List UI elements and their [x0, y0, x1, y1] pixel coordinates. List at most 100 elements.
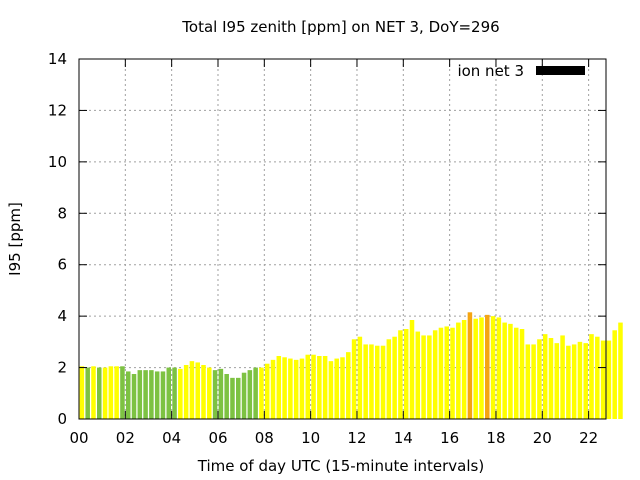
bar [461, 320, 467, 419]
bar [293, 359, 299, 419]
bar [450, 327, 455, 419]
plot-frame [78, 58, 607, 420]
bar [288, 358, 293, 419]
bar [502, 322, 507, 419]
bar [230, 377, 235, 419]
bar [160, 371, 166, 419]
legend: ion net 3 [457, 62, 585, 80]
bar [380, 345, 386, 419]
y-tick-label: 8 [57, 204, 67, 222]
bar [589, 334, 594, 419]
x-tick-label: 10 [301, 429, 320, 447]
bar [485, 314, 490, 419]
y-axis-label: I95 [ppm] [6, 202, 24, 276]
bar [542, 334, 548, 419]
x-tick-label: 14 [394, 429, 413, 447]
legend-swatch [536, 66, 585, 75]
bar [606, 340, 612, 419]
x-tick-label: 20 [533, 429, 552, 447]
bar [595, 336, 600, 419]
bar [97, 367, 102, 419]
bar [108, 366, 114, 419]
bar [102, 367, 108, 419]
bar [432, 330, 438, 419]
bar [351, 339, 357, 419]
bar [427, 335, 432, 419]
bar [120, 366, 125, 419]
bar [218, 368, 224, 419]
bar [149, 370, 154, 419]
bar [531, 344, 536, 419]
bar [513, 327, 519, 419]
bar [259, 367, 264, 419]
bar [357, 336, 363, 419]
bar [467, 312, 473, 419]
bar [183, 365, 189, 419]
y-tick-label: 6 [57, 256, 67, 274]
bar [201, 365, 206, 419]
bar [172, 367, 177, 419]
y-tick-label: 12 [48, 101, 67, 119]
bar [264, 363, 270, 419]
bar [79, 366, 85, 419]
y-tick-label: 14 [48, 50, 67, 68]
x-tick-label: 12 [347, 429, 366, 447]
bar [224, 374, 229, 419]
bar [299, 358, 305, 419]
x-tick-label: 04 [162, 429, 181, 447]
bar [537, 339, 542, 419]
bar [519, 329, 525, 419]
bar [317, 356, 322, 419]
bar [409, 320, 415, 419]
y-tick-label: 2 [57, 359, 67, 377]
chart-title: Total I95 zenith [ppm] on NET 3, DoY=296 [181, 18, 499, 36]
bar [438, 327, 444, 419]
bar [496, 317, 502, 419]
bar [479, 317, 484, 419]
bars [79, 312, 623, 419]
x-tick-label: 22 [579, 429, 598, 447]
y-tick-label: 10 [48, 153, 67, 171]
bar [600, 340, 606, 419]
bar [403, 329, 409, 419]
bar [178, 368, 183, 419]
bar [236, 377, 241, 419]
bar [247, 370, 253, 419]
bar [154, 371, 160, 419]
bar [166, 367, 172, 419]
bar [85, 367, 90, 419]
grid [79, 59, 606, 419]
bar [421, 335, 426, 419]
bar [137, 370, 143, 419]
bar [340, 357, 345, 419]
x-tick-label: 08 [255, 429, 274, 447]
bar [305, 354, 311, 419]
y-tick-label: 4 [57, 307, 67, 325]
bar [554, 343, 560, 419]
bar [143, 370, 148, 419]
bar [473, 318, 478, 419]
bar [114, 366, 119, 419]
x-tick-label: 00 [69, 429, 88, 447]
bar [577, 341, 583, 419]
bar [346, 352, 351, 419]
bar [560, 335, 565, 419]
bar [91, 366, 96, 419]
bar [571, 344, 577, 419]
bar [270, 359, 276, 419]
bar [334, 358, 339, 419]
bar [253, 367, 258, 419]
bar [374, 345, 380, 419]
bar [189, 361, 195, 419]
x-tick-label: 18 [486, 429, 505, 447]
bar [241, 372, 247, 419]
bar [618, 322, 623, 419]
legend-label: ion net 3 [457, 62, 524, 80]
bar [207, 367, 212, 419]
x-axis-label: Time of day UTC (15-minute intervals) [197, 457, 484, 475]
bar [398, 330, 403, 419]
x-tick-label: 06 [208, 429, 227, 447]
bar [328, 361, 334, 419]
bar [525, 344, 531, 419]
